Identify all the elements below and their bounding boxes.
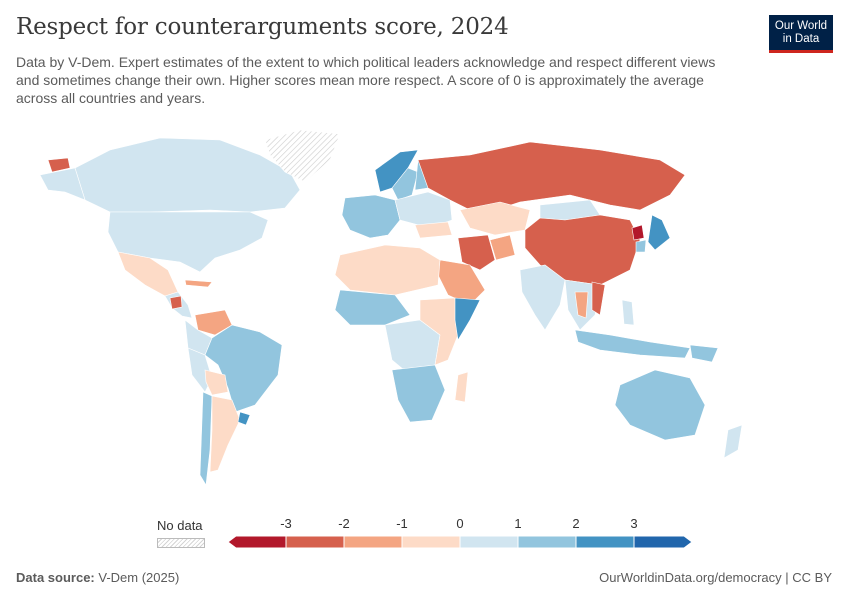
legend-bin-0: [227, 535, 287, 549]
legend-bin-4: [459, 535, 519, 549]
legend-tick-label: 3: [630, 516, 637, 531]
region-south-korea[interactable]: South Korea: 1.5: [635, 239, 647, 253]
region-north-korea[interactable]: North Korea: -3.5: [631, 224, 645, 241]
data-source: Data source: V-Dem (2025): [16, 570, 179, 585]
region-greenland[interactable]: Greenland: [264, 129, 341, 183]
region-united-states[interactable]: United States: 0.5: [107, 211, 269, 273]
region-australia[interactable]: Australia: 1.5: [614, 369, 706, 441]
no-data-swatch: [157, 538, 205, 548]
region-eastern-europe[interactable]: Eastern Europe: 0.5: [394, 191, 453, 229]
no-data-label: No data: [157, 518, 203, 533]
region-southern-africa[interactable]: Southern Africa: 1.5: [391, 364, 446, 423]
legend-tick-label: -1: [396, 516, 408, 531]
region-somalia[interactable]: Somalia: 2.5: [454, 297, 481, 341]
region-sahel[interactable]: Sahel: 1.5: [334, 289, 411, 326]
region-brazil[interactable]: Brazil: 1.5: [204, 324, 283, 413]
logo-line-1: Our World: [774, 19, 828, 32]
chart-subtitle: Data by V-Dem. Expert estimates of the e…: [16, 54, 716, 106]
region-cuba[interactable]: Cuba: -1.5: [184, 279, 213, 288]
region-turkey[interactable]: Turkey: -0.5: [414, 221, 453, 239]
world-map[interactable]: Canada: 0.5United States: 0.5 Alaska: 0.5…: [0, 120, 850, 505]
region-japan[interactable]: Japan: 2.5: [647, 214, 671, 251]
region-russia[interactable]: Russia: -2.5: [417, 141, 686, 216]
data-source-label: Data source:: [16, 570, 95, 585]
region-sweden[interactable]: Sweden: 1.5: [391, 167, 419, 201]
region-argentina[interactable]: Argentina: -0.5: [209, 395, 241, 473]
legend-tick-label: 2: [572, 516, 579, 531]
region-canada[interactable]: Canada: 0.5: [74, 137, 301, 213]
legend-tick-label: 0: [456, 516, 463, 531]
legend-bin-6: [575, 535, 635, 549]
legend-bin-7: [633, 535, 693, 549]
legend-bin-2: [343, 535, 403, 549]
region-nicaragua[interactable]: Nicaragua: -2.5: [169, 295, 183, 310]
chart-title: Respect for counterarguments score, 2024: [16, 14, 509, 40]
map-regions: Canada: 0.5United States: 0.5 Alaska: 0.5…: [39, 129, 743, 486]
region-thailand[interactable]: Thailand: -1.5: [574, 291, 589, 319]
region-iran[interactable]: Iran: -2.5: [457, 234, 496, 271]
region-madagascar[interactable]: Madagascar: -0.5: [454, 371, 469, 403]
legend-tick-label: -3: [280, 516, 292, 531]
region-philippines[interactable]: Philippines: 0.5: [621, 299, 635, 326]
legend-bin-1: [285, 535, 345, 549]
region-new-zealand[interactable]: New Zealand: 0.5: [723, 424, 743, 459]
region-indonesia[interactable]: Indonesia: 1.5: [574, 329, 691, 359]
data-source-value: V-Dem (2025): [98, 570, 180, 585]
legend-bin-3: [401, 535, 461, 549]
legend-bin-5: [517, 535, 577, 549]
region-venezuela[interactable]: Venezuela: -1.5: [194, 309, 233, 336]
region-iceland[interactable]: Iceland: -2.5: [47, 157, 71, 173]
region-vietnam[interactable]: Vietnam: -2.5: [591, 281, 606, 316]
region-alaska[interactable]: Alaska: 0.5: [39, 167, 86, 201]
color-legend: -3 -2 -1 0 1 2 3: [227, 516, 693, 549]
logo-line-2: in Data: [782, 32, 820, 45]
region-india[interactable]: India: 0.5: [519, 264, 566, 331]
region-uruguay[interactable]: Uruguay: 2.5: [237, 411, 251, 426]
region-north-africa[interactable]: North Africa: -0.5: [334, 244, 441, 296]
legend-tick-label: -2: [338, 516, 350, 531]
region-papua-new-guinea[interactable]: Papua New Guinea: 1.5: [689, 344, 719, 363]
region-western-europe[interactable]: Western Europe: 1.5: [341, 194, 401, 239]
legend-tick-label: 1: [514, 516, 521, 531]
region-china[interactable]: China: -2.5: [524, 214, 641, 286]
region-afghanistan[interactable]: Afghanistan: -1.5: [489, 234, 516, 261]
owid-logo[interactable]: Our World in Data: [769, 15, 833, 53]
region-bolivia[interactable]: Bolivia: -0.5: [204, 369, 229, 396]
source-url-link[interactable]: OurWorldinData.org/democracy | CC BY: [599, 570, 832, 585]
